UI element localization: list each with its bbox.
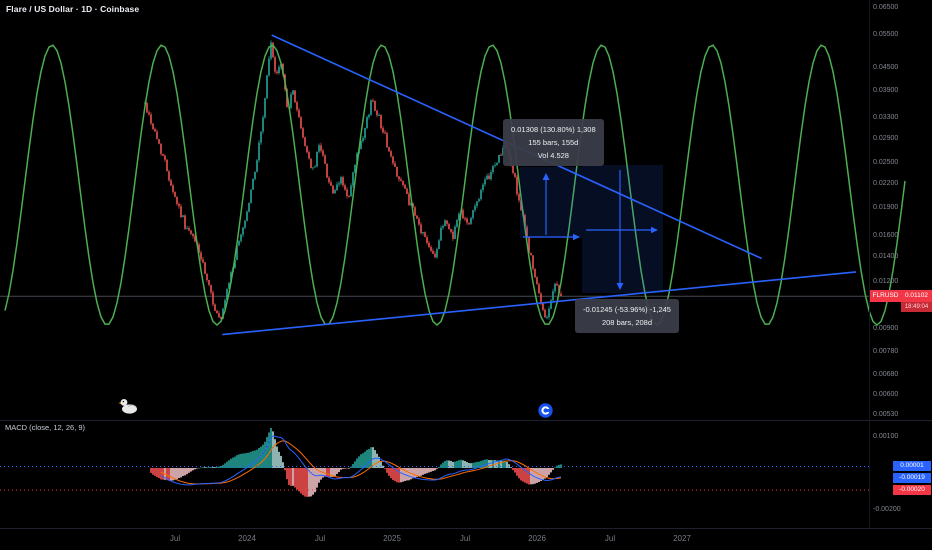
macd-scale-label: 0.00100 (873, 433, 899, 440)
duck-sticker[interactable] (118, 397, 140, 415)
macd-indicator-legend[interactable]: MACD (close, 12, 26, 9) (5, 423, 86, 432)
price-scale-label: 0.01400 (873, 253, 899, 260)
time-scale-label: 2025 (383, 534, 401, 543)
measure-tooltip-up: 0.01308 (130.80%) 1,308 155 bars, 155d V… (503, 119, 604, 166)
measure-tooltip-down: -0.01245 (-53.96%) -1,245 208 bars, 208d (575, 299, 679, 333)
price-scale-label: 0.02200 (873, 180, 899, 187)
price-scale-label: 0.04500 (873, 64, 899, 71)
price-badge: 0.01102 (901, 290, 932, 302)
price-scale-label: 0.05500 (873, 31, 899, 38)
time-scale-label: Jul (459, 534, 471, 543)
time-scale-label: Jul (604, 534, 616, 543)
time-scale-label: Jul (169, 534, 181, 543)
time-scale-label: 2024 (238, 534, 256, 543)
price-scale-label: 0.00600 (873, 391, 899, 398)
price-scale-label: 0.00680 (873, 371, 899, 378)
bar-countdown-badge: 18:49:04 (901, 302, 932, 312)
sine-indicator[interactable] (4, 44, 906, 327)
price-scale-label: 0.01200 (873, 278, 899, 285)
price-scale-label: 0.00900 (873, 325, 899, 332)
measure-down-line1: -0.01245 (-53.96%) -1,245 (583, 305, 671, 314)
projection-drawing[interactable] (520, 165, 663, 293)
price-scale-label: 0.01900 (873, 204, 899, 211)
coinbase-logo-sticker[interactable] (538, 403, 553, 418)
price-scale-label: 0.00780 (873, 348, 899, 355)
price-scale-label: 0.02900 (873, 135, 899, 142)
price-scale-label: 0.01600 (873, 232, 899, 239)
time-axis-separator (0, 528, 932, 529)
pane-separator[interactable] (0, 420, 932, 421)
macd-series[interactable] (0, 428, 869, 497)
price-scale-label: 0.03900 (873, 87, 899, 94)
symbol-title[interactable]: Flare / US Dollar · 1D · Coinbase (6, 4, 140, 14)
measure-up-line2: 155 bars, 155d (528, 138, 579, 147)
price-axis-separator (869, 0, 870, 528)
measure-up-line3: Vol 4.528 (537, 151, 569, 160)
measure-up-line1: 0.01308 (130.80%) 1,308 (511, 125, 596, 134)
macd-value-badge: 0.00001 (893, 461, 931, 471)
time-scale-label: 2027 (673, 534, 691, 543)
macd-scale-label: -0.00200 (873, 506, 901, 513)
symbol-badge: FLRUSD (870, 290, 901, 302)
last-price-label: FLRUSD 0.01102 (870, 290, 932, 302)
macd-value-badge: -0.00019 (893, 473, 931, 483)
price-scale-label: 0.03300 (873, 114, 899, 121)
measure-down-line2: 208 bars, 208d (601, 318, 653, 327)
price-scale-label: 0.00530 (873, 411, 899, 418)
macd-value-badge: -0.00020 (893, 485, 931, 495)
candles-series[interactable] (144, 40, 562, 320)
time-scale-label: Jul (314, 534, 326, 543)
price-scale-label: 0.06500 (873, 4, 899, 11)
price-scale-label: 0.02500 (873, 159, 899, 166)
time-scale-label: 2026 (528, 534, 546, 543)
